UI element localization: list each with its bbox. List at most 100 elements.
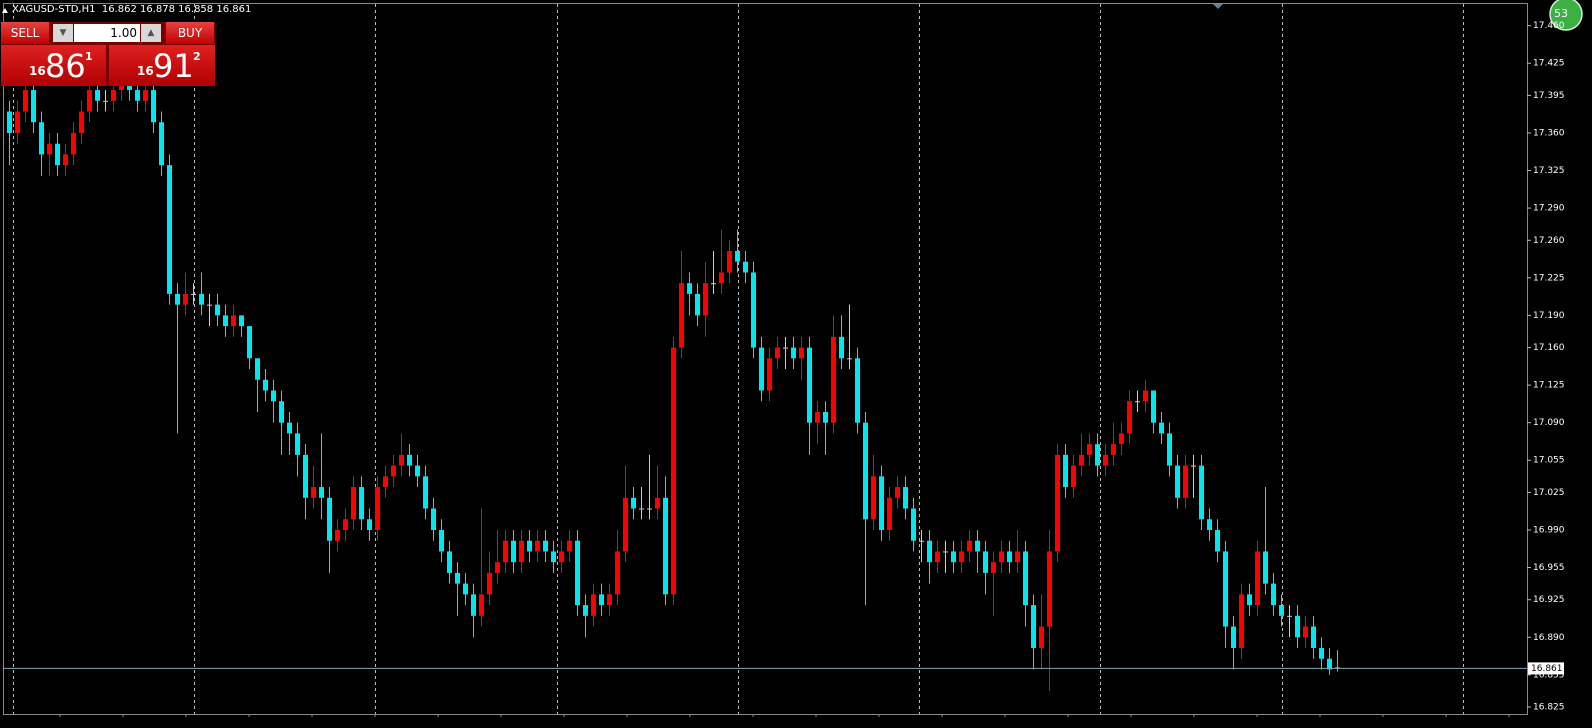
candle-body bbox=[1079, 454, 1084, 466]
price-pip: 2 bbox=[193, 50, 201, 63]
candle-body bbox=[615, 551, 620, 595]
candle-body bbox=[1039, 626, 1044, 649]
candle-body bbox=[999, 551, 1004, 563]
candle-body bbox=[239, 315, 244, 327]
candle-body bbox=[1031, 605, 1036, 649]
y-tick-label: 16.955 bbox=[1533, 563, 1565, 573]
candle-body bbox=[623, 497, 628, 552]
notification-badge[interactable] bbox=[1549, 0, 1583, 31]
candle-body bbox=[1103, 454, 1108, 466]
candle-body bbox=[391, 465, 396, 477]
y-tick-label: 17.425 bbox=[1533, 59, 1565, 69]
period-separators bbox=[13, 4, 1464, 714]
candle-body bbox=[71, 132, 76, 155]
candle-body bbox=[655, 497, 660, 509]
candle-body bbox=[1047, 551, 1052, 627]
lot-input[interactable]: 1.00 bbox=[74, 24, 140, 42]
y-tick-label: 16.825 bbox=[1533, 703, 1565, 713]
chart-collapse-arrow bbox=[2, 8, 8, 13]
candle-body bbox=[263, 379, 268, 391]
candle-body bbox=[423, 476, 428, 509]
candle-body bbox=[359, 487, 364, 520]
candle-body bbox=[311, 487, 316, 498]
candle-body bbox=[911, 508, 916, 541]
sell-button[interactable]: SELL bbox=[1, 22, 49, 44]
candle-body bbox=[799, 347, 804, 359]
candle-body bbox=[1335, 667, 1340, 669]
candle-body bbox=[231, 315, 236, 327]
candle-body bbox=[743, 261, 748, 273]
buy-button[interactable]: BUY bbox=[166, 22, 214, 44]
candle-body bbox=[1311, 626, 1316, 649]
candle-body bbox=[351, 487, 356, 520]
chart-frame bbox=[3, 3, 1528, 715]
candle-body bbox=[1191, 465, 1196, 467]
y-tick-label: 17.055 bbox=[1533, 456, 1565, 466]
candle-body bbox=[375, 487, 380, 530]
candle-body bbox=[447, 551, 452, 573]
candle-body bbox=[607, 594, 612, 606]
buy-price[interactable]: 16 91 2 bbox=[109, 45, 215, 86]
candle-body bbox=[815, 411, 820, 423]
y-tick-label: 16.925 bbox=[1533, 595, 1565, 605]
ohlc-label: 16.862 16.878 16.858 16.861 bbox=[101, 4, 252, 15]
y-tick-label: 16.990 bbox=[1533, 525, 1565, 535]
candle-body bbox=[15, 111, 20, 133]
candle-body bbox=[223, 315, 228, 327]
sell-price[interactable]: 16 86 1 bbox=[1, 45, 106, 86]
symbol-label: XAGUSD-STD,H1 bbox=[12, 4, 96, 15]
candle-body bbox=[503, 540, 508, 563]
candle-body bbox=[791, 347, 796, 359]
candle-body bbox=[1127, 401, 1132, 434]
y-tick-label: 17.090 bbox=[1533, 418, 1565, 428]
candle-body bbox=[1007, 551, 1012, 563]
candle-body bbox=[247, 326, 252, 359]
candle-body bbox=[487, 572, 492, 595]
candle-body bbox=[1063, 454, 1068, 488]
candle-body bbox=[63, 154, 68, 166]
candle-body bbox=[1167, 433, 1172, 466]
candle-body bbox=[551, 551, 556, 563]
candle-body bbox=[727, 251, 732, 273]
price-pip: 1 bbox=[85, 50, 93, 63]
candle-body bbox=[431, 508, 436, 530]
candle-body bbox=[1143, 390, 1148, 402]
candle-body bbox=[103, 100, 108, 102]
candle-body bbox=[599, 594, 604, 606]
candle-body bbox=[7, 111, 12, 133]
candle-body bbox=[687, 283, 692, 294]
y-tick-label: 17.190 bbox=[1533, 311, 1565, 321]
y-tick-label: 17.395 bbox=[1533, 91, 1565, 101]
candle-body bbox=[647, 508, 652, 510]
candle-body bbox=[255, 358, 260, 380]
lot-decrease[interactable]: ▼ bbox=[53, 24, 73, 42]
y-tick-label: 17.460 bbox=[1533, 21, 1565, 31]
candle-body bbox=[399, 454, 404, 466]
candle-body bbox=[639, 508, 644, 510]
candle-body bbox=[479, 594, 484, 616]
candle-body bbox=[151, 90, 156, 123]
y-tick-label: 17.160 bbox=[1533, 343, 1565, 353]
candle-body bbox=[143, 90, 148, 101]
candle-body bbox=[159, 122, 164, 166]
candle-body bbox=[1159, 422, 1164, 434]
current-price-tag bbox=[1528, 662, 1564, 675]
candle-body bbox=[1255, 551, 1260, 606]
candle-body bbox=[1279, 605, 1284, 616]
candle-body bbox=[887, 497, 892, 530]
y-tick-label: 17.290 bbox=[1533, 204, 1565, 214]
candle-body bbox=[991, 562, 996, 573]
candle-body bbox=[1303, 626, 1308, 638]
lot-increase[interactable]: ▲ bbox=[141, 24, 161, 42]
candle-body bbox=[1175, 465, 1180, 498]
candle-body bbox=[1151, 390, 1156, 423]
candle-body bbox=[287, 422, 292, 434]
candle-body bbox=[303, 454, 308, 498]
candle-body bbox=[591, 594, 596, 616]
candle-body bbox=[1199, 465, 1204, 520]
y-tick-label: 16.890 bbox=[1533, 633, 1565, 643]
candle-body bbox=[903, 487, 908, 509]
candle-body bbox=[1071, 465, 1076, 488]
candle-body bbox=[511, 540, 516, 563]
